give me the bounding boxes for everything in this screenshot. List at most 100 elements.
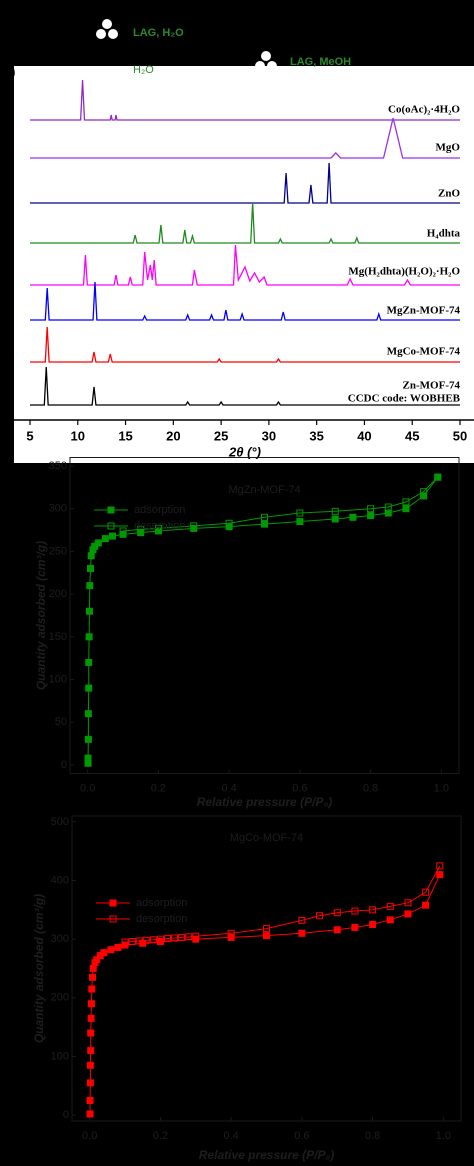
marker (87, 1014, 95, 1022)
marker (142, 936, 150, 944)
marker (422, 901, 430, 909)
y-tick-label: 200 (49, 588, 67, 600)
marker (261, 520, 268, 528)
method-label: H₂O (133, 64, 154, 76)
y-tick-label: 250 (49, 545, 67, 557)
x-tick-label: 15 (118, 428, 132, 443)
marker (316, 912, 324, 920)
marker (420, 488, 428, 496)
marker (84, 710, 92, 718)
marker (87, 552, 95, 560)
y-tick-label: 300 (51, 933, 69, 945)
marker (84, 735, 92, 743)
y-tick-label: 50 (55, 716, 67, 728)
marker (367, 512, 375, 520)
x-tick-label: 20 (166, 428, 180, 443)
legend-marker (107, 506, 115, 514)
marker (436, 862, 444, 870)
y-tick-label: 500 (51, 816, 69, 828)
marker (101, 535, 109, 543)
pattern-line (30, 117, 460, 159)
marker (89, 965, 97, 972)
x-tick-label: 10 (71, 428, 85, 443)
marker (135, 937, 143, 945)
marker (225, 519, 233, 527)
method-label: LAG, MeOH (290, 56, 351, 68)
marker (87, 565, 95, 573)
marker (87, 1029, 95, 1037)
molecule-icon (96, 19, 118, 39)
marker (86, 582, 94, 590)
pattern-label: Co(oAc)₂·4H₂O (388, 104, 460, 116)
pattern-label: MgZn-MOF-74 (387, 305, 461, 317)
plot-frame (69, 457, 460, 774)
x-tick-label: 1.0 (436, 1130, 451, 1142)
marker (402, 498, 410, 506)
pattern-label: MgCo-MOF-74 (387, 346, 461, 358)
marker (121, 938, 129, 946)
marker (88, 985, 96, 993)
marker (351, 923, 359, 931)
marker (107, 946, 115, 954)
marker (178, 933, 186, 941)
marker (85, 684, 93, 692)
x-axis-label: 2θ (°) (228, 444, 261, 459)
y-tick-label: 300 (49, 503, 67, 515)
marker (351, 907, 359, 915)
marker (434, 473, 442, 481)
marker (369, 921, 377, 929)
marker (89, 973, 97, 981)
x-tick-label: 35 (309, 428, 323, 443)
pattern-label: MgO (436, 142, 461, 154)
y-tick-label: 0 (63, 1109, 69, 1121)
legend-marker (107, 522, 115, 530)
x-tick-label: 45 (405, 428, 419, 443)
marker (85, 633, 93, 641)
plot-frame (71, 815, 462, 1122)
y-axis-label: Quantity adsorbed (cm³/g) (32, 894, 46, 1043)
panel-label: b) (4, 65, 15, 79)
legend-marker (109, 915, 117, 923)
chart-title: MgCo-MOF-74 (230, 832, 303, 844)
pattern-label: ZnO (438, 188, 460, 200)
x-tick-label: 0.2 (153, 1130, 168, 1142)
x-axis-label: Relative pressure (P/P₀) (197, 795, 332, 809)
pattern-line (30, 244, 460, 286)
marker (163, 935, 171, 943)
x-tick-label: 0.0 (82, 1130, 97, 1142)
pattern-line (30, 79, 460, 121)
pattern-label: Zn-MOF-74 (403, 380, 461, 392)
marker (100, 949, 108, 957)
isotherm-line (125, 865, 441, 943)
marker (386, 916, 394, 924)
marker (190, 522, 198, 530)
marker (384, 509, 392, 517)
marker (296, 509, 304, 517)
x-tick-label: 50 (453, 428, 467, 443)
marker (108, 532, 116, 540)
y-tick-label: 400 (51, 874, 69, 886)
x-tick-label: 0.4 (221, 782, 236, 794)
marker (386, 902, 394, 910)
marker (137, 525, 145, 533)
marker (263, 925, 270, 933)
x-tick-label: 0.4 (223, 1130, 238, 1142)
pattern-note: CCDC code: WOBHEB (348, 393, 461, 405)
isotherm-line (123, 476, 439, 532)
marker (128, 938, 136, 946)
y-tick-label: 200 (51, 992, 69, 1004)
x-tick-label: 30 (262, 428, 276, 443)
legend-label: desorption (134, 520, 185, 532)
legend-marker (109, 899, 117, 907)
x-tick-label: 0.2 (151, 782, 166, 794)
x-tick-label: 0.0 (80, 782, 95, 794)
marker (85, 607, 93, 615)
marker (261, 513, 268, 521)
pattern-label: Mg(H₂dhta)(H₂O)₂·H₂O (348, 266, 460, 278)
marker (227, 929, 235, 937)
marker (171, 934, 179, 942)
marker (404, 899, 412, 907)
chart-title: MgZn-MOF-74 (228, 484, 300, 496)
